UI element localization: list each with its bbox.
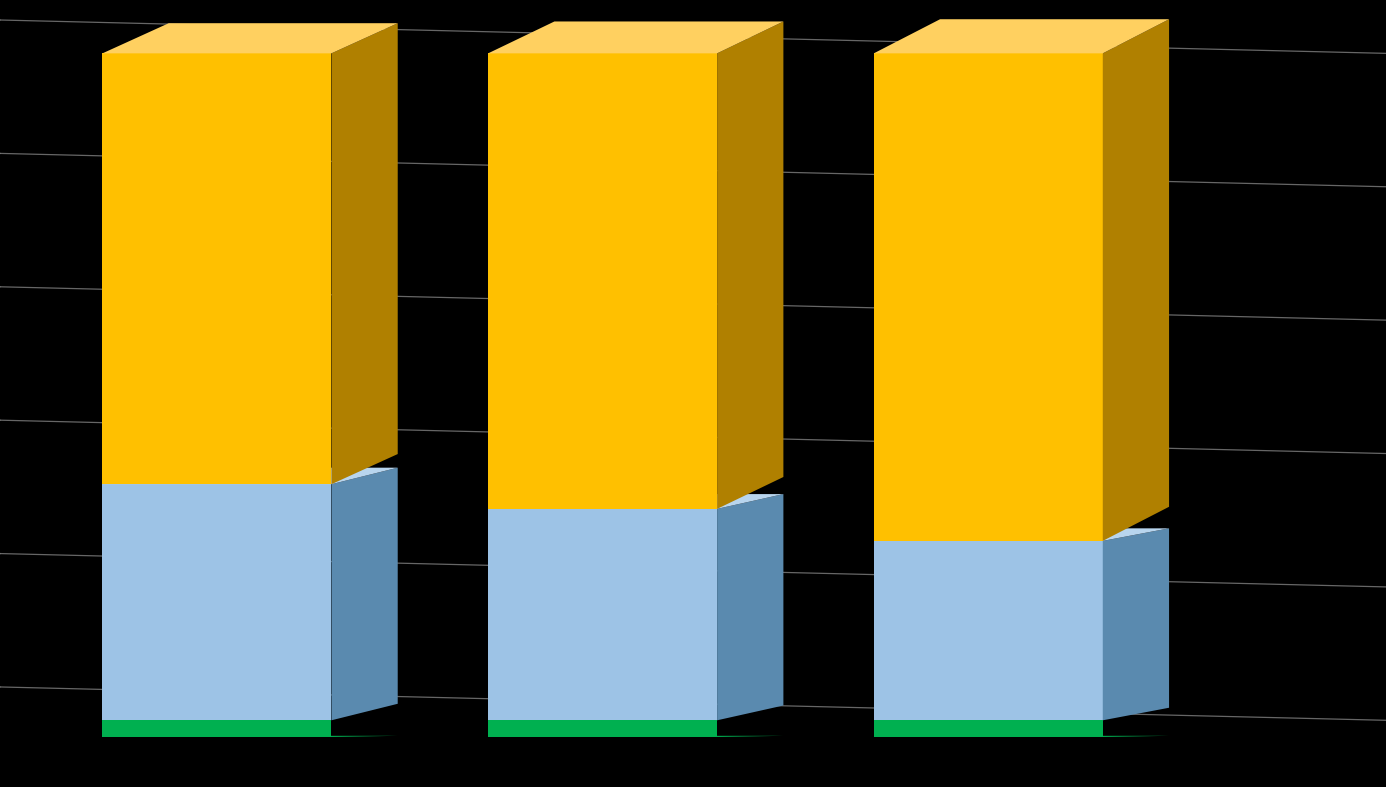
Polygon shape: [331, 23, 398, 484]
Polygon shape: [488, 736, 783, 737]
Polygon shape: [103, 54, 331, 484]
Polygon shape: [103, 484, 331, 720]
Polygon shape: [873, 19, 1168, 54]
Polygon shape: [103, 467, 398, 484]
Polygon shape: [488, 509, 717, 720]
Polygon shape: [103, 720, 331, 737]
Polygon shape: [488, 21, 783, 54]
Polygon shape: [717, 21, 783, 509]
Polygon shape: [873, 54, 1103, 541]
Polygon shape: [873, 528, 1168, 541]
Polygon shape: [488, 494, 783, 509]
Polygon shape: [873, 720, 1103, 737]
Polygon shape: [488, 54, 717, 509]
Polygon shape: [103, 23, 398, 54]
Polygon shape: [717, 494, 783, 720]
Polygon shape: [873, 736, 1168, 737]
Polygon shape: [331, 467, 398, 720]
Polygon shape: [103, 736, 398, 737]
Polygon shape: [873, 541, 1103, 720]
Polygon shape: [1103, 528, 1168, 720]
Polygon shape: [488, 720, 717, 737]
Polygon shape: [1103, 19, 1168, 541]
